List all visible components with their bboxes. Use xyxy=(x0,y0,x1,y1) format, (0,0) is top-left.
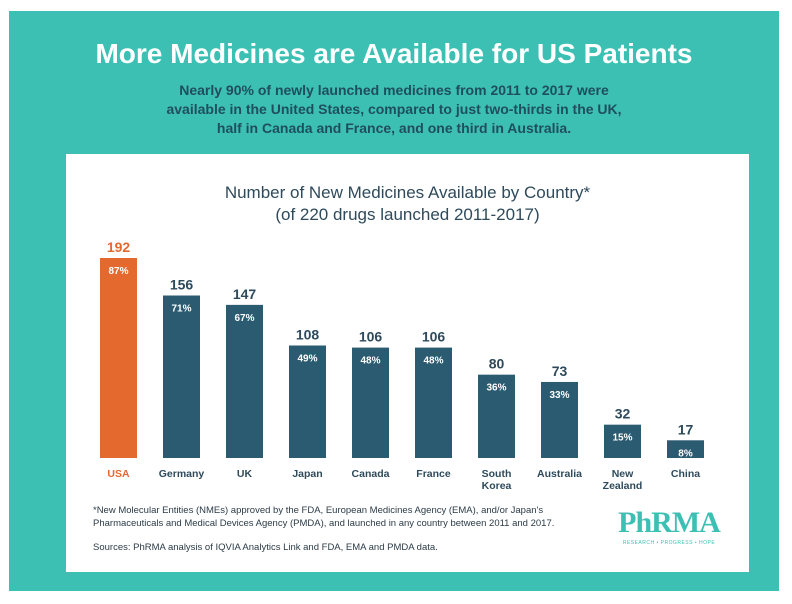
bar xyxy=(667,440,704,458)
bar-percent-label: 48% xyxy=(360,356,380,367)
bar-value-label: 106 xyxy=(422,329,446,345)
bar-value-label: 108 xyxy=(296,327,320,343)
page-subtitle: Nearly 90% of newly launched medicines f… xyxy=(166,82,622,136)
x-tick-label: China xyxy=(671,468,700,480)
bar-percent-label: 87% xyxy=(108,266,128,277)
bar-percent-label: 36% xyxy=(486,383,506,394)
bar-percent-label: 49% xyxy=(297,354,317,365)
chart-title-block: Number of New Medicines Available by Cou… xyxy=(66,182,749,226)
bar xyxy=(415,347,452,458)
logo-text: PhRMA xyxy=(618,506,721,539)
bar-chart: 192 87% USA 156 71% Germany 147 67% UK 108 49% Japa… xyxy=(100,239,704,492)
x-tick-label: South xyxy=(482,468,512,480)
phrma-logo: PhRMA RESEARCH • PROGRESS • HOPE xyxy=(614,506,724,551)
bar-value-label: 17 xyxy=(678,421,694,437)
footnote: *New Molecular Entities (NMEs) approved … xyxy=(93,505,555,529)
chart-title: Number of New Medicines Available by Cou… xyxy=(224,183,591,202)
x-tick-label: Korea xyxy=(482,480,512,492)
chart-card: 192 87% USA 156 71% Germany 147 67% UK 108 49% Japa… xyxy=(66,154,749,572)
chart-subtitle: (of 220 drugs launched 2011-2017) xyxy=(275,205,540,224)
x-tick-label: Zealand xyxy=(603,480,643,492)
bar xyxy=(226,304,263,458)
bar-value-label: 156 xyxy=(170,277,194,293)
bar xyxy=(163,295,200,458)
x-tick-label: Australia xyxy=(537,468,582,480)
x-tick-label: UK xyxy=(237,468,253,480)
bar xyxy=(478,374,515,458)
bar-value-label: 106 xyxy=(359,329,383,345)
bar-percent-label: 48% xyxy=(423,356,443,367)
infographic-frame: More Medicines are Available for US Pati… xyxy=(9,11,779,591)
bar xyxy=(604,424,641,458)
bar-percent-label: 15% xyxy=(612,433,632,444)
bar-value-label: 147 xyxy=(233,286,257,302)
bar xyxy=(541,381,578,458)
page-title: More Medicines are Available for US Pati… xyxy=(95,38,693,69)
bar-value-label: 192 xyxy=(107,239,131,255)
x-tick-label: Germany xyxy=(159,468,205,480)
bar-percent-label: 8% xyxy=(678,448,693,459)
bar-percent-label: 71% xyxy=(171,304,191,315)
sources-note: Sources: PhRMA analysis of IQVIA Analyti… xyxy=(93,542,438,553)
x-tick-label: Japan xyxy=(292,468,322,480)
bar-percent-label: 67% xyxy=(234,313,254,324)
x-tick-label: France xyxy=(416,468,451,480)
bar xyxy=(100,258,137,458)
bar xyxy=(352,347,389,458)
bar-value-label: 32 xyxy=(615,406,631,422)
x-tick-label: New xyxy=(612,468,634,480)
bar-value-label: 73 xyxy=(552,363,568,379)
logo-tagline: RESEARCH • PROGRESS • HOPE xyxy=(622,540,716,546)
bar xyxy=(289,345,326,458)
x-tick-label: USA xyxy=(107,468,130,480)
bar-value-label: 80 xyxy=(489,356,505,372)
bar-percent-label: 33% xyxy=(549,390,569,401)
x-tick-label: Canada xyxy=(352,468,390,480)
